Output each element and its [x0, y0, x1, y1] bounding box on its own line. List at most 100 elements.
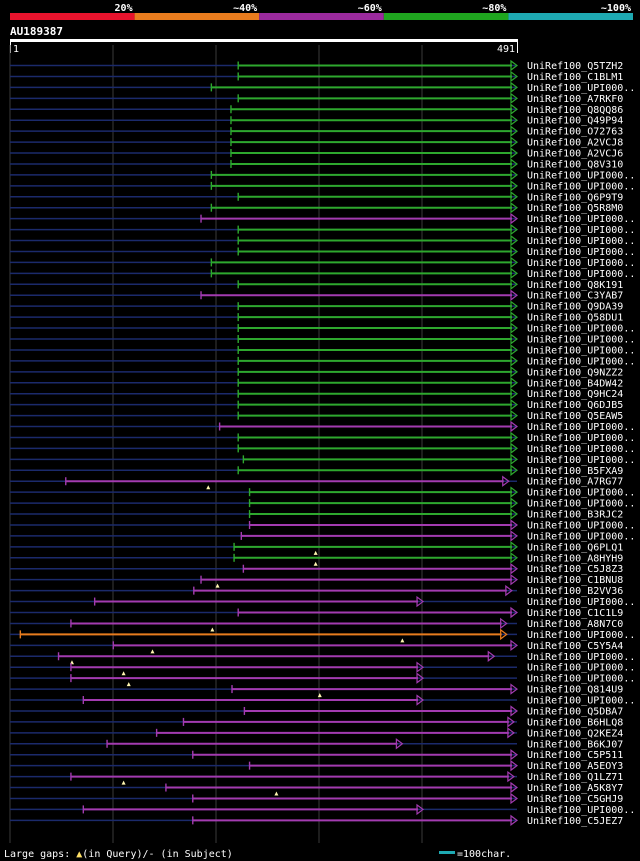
- hit-row[interactable]: UniRef100_UPI000..: [10, 355, 635, 367]
- hit-row[interactable]: UniRef100_UPI000..: [10, 803, 635, 816]
- hit-row[interactable]: UniRef100_UPI000..: [10, 453, 635, 466]
- hit-label[interactable]: UniRef100_UPI000..: [527, 455, 635, 466]
- hit-label[interactable]: UniRef100_UPI000..: [527, 335, 635, 346]
- hit-row[interactable]: UniRef100_Q49P94: [10, 114, 623, 127]
- hit-label[interactable]: UniRef100_Q5EAW5: [527, 411, 623, 422]
- hit-row[interactable]: UniRef100_UPI000..: [10, 267, 635, 280]
- hit-row[interactable]: UniRef100_UPI000..: [10, 256, 635, 269]
- hit-row[interactable]: UniRef100_UPI000..: [10, 81, 635, 94]
- hit-label[interactable]: UniRef100_A5K8Y7: [527, 783, 623, 794]
- hit-row[interactable]: UniRef100_UPI000..: [10, 694, 635, 707]
- hit-row[interactable]: UniRef100_UPI000..: [10, 628, 635, 643]
- hit-row[interactable]: UniRef100_Q8V310: [10, 158, 623, 170]
- hit-row[interactable]: UniRef100_C5J8Z3: [10, 563, 623, 575]
- hit-label[interactable]: UniRef100_Q9HC24: [527, 389, 623, 400]
- hit-label[interactable]: UniRef100_UPI000..: [527, 258, 635, 269]
- hit-label[interactable]: UniRef100_UPI000..: [527, 674, 635, 685]
- hit-row[interactable]: UniRef100_A2VCJ6: [10, 147, 623, 160]
- hit-label[interactable]: UniRef100_C1C1L9: [527, 608, 623, 619]
- hit-label[interactable]: UniRef100_UPI000..: [527, 499, 635, 510]
- hit-row[interactable]: UniRef100_Q5R8M0: [10, 202, 623, 214]
- hit-label[interactable]: UniRef100_B4DW42: [527, 378, 623, 389]
- hit-row[interactable]: UniRef100_B5FXA9: [10, 464, 623, 477]
- hit-row[interactable]: UniRef100_Q5DBA7: [10, 705, 623, 717]
- hit-row[interactable]: UniRef100_C3YAB7: [10, 289, 623, 302]
- hit-label[interactable]: UniRef100_C1BNU8: [527, 575, 623, 586]
- hit-row[interactable]: UniRef100_A5EOY3: [10, 759, 623, 772]
- hit-row[interactable]: UniRef100_Q6PLQ1: [10, 541, 623, 555]
- hit-label[interactable]: UniRef100_B3RJC2: [527, 510, 623, 521]
- hit-label[interactable]: UniRef100_UPI000..: [527, 269, 635, 280]
- hit-label[interactable]: UniRef100_UPI000..: [527, 225, 635, 236]
- hit-row[interactable]: UniRef100_UPI000..: [10, 595, 635, 608]
- hit-label[interactable]: UniRef100_Q8K191: [527, 280, 623, 291]
- hit-label[interactable]: UniRef100_Q5R8M0: [527, 203, 623, 214]
- hit-label[interactable]: UniRef100_Q5DBA7: [527, 706, 623, 717]
- hit-row[interactable]: UniRef100_Q2KEZ4: [10, 727, 623, 739]
- hit-label[interactable]: UniRef100_C5J8Z3: [527, 564, 623, 575]
- hit-row[interactable]: UniRef100_UPI000..: [10, 234, 635, 247]
- hit-label[interactable]: UniRef100_Q2KEZ4: [527, 728, 623, 739]
- hit-row[interactable]: UniRef100_Q9DA39: [10, 300, 623, 313]
- hit-label[interactable]: UniRef100_C5GHJ9: [527, 794, 623, 805]
- hit-label[interactable]: UniRef100_UPI000..: [527, 663, 635, 674]
- hit-label[interactable]: UniRef100_Q814U9: [527, 685, 623, 696]
- hit-row[interactable]: UniRef100_A7RKF0: [10, 92, 623, 105]
- hit-row[interactable]: UniRef100_UPI000..: [10, 519, 635, 531]
- hit-row[interactable]: UniRef100_UPI000..: [10, 333, 635, 346]
- hit-row[interactable]: UniRef100_A7RG77: [10, 475, 623, 490]
- hit-row[interactable]: UniRef100_Q5TZH2: [10, 59, 623, 72]
- hit-row[interactable]: UniRef100_Q6DJB5: [10, 398, 623, 411]
- hit-label[interactable]: UniRef100_Q6DJB5: [527, 400, 623, 411]
- hit-row[interactable]: UniRef100_B2VV36: [10, 584, 623, 597]
- hit-label[interactable]: UniRef100_A2VCJ8: [527, 138, 623, 149]
- hit-row[interactable]: UniRef100_UPI000..: [10, 212, 635, 225]
- hit-label[interactable]: UniRef100_C5Y5A4: [527, 641, 623, 652]
- hit-label[interactable]: UniRef100_UPI000..: [527, 422, 635, 433]
- hit-label[interactable]: UniRef100_UPI000..: [527, 345, 635, 356]
- hit-label[interactable]: UniRef100_UPI000..: [527, 520, 635, 531]
- hit-row[interactable]: UniRef100_B3RJC2: [10, 508, 623, 521]
- hit-row[interactable]: UniRef100_Q1LZ71: [10, 770, 623, 785]
- hit-label[interactable]: UniRef100_Q9DA39: [527, 302, 623, 313]
- hit-label[interactable]: UniRef100_A7RKF0: [527, 94, 623, 105]
- hit-label[interactable]: UniRef100_B6KJ07: [527, 739, 623, 750]
- hit-label[interactable]: UniRef100_Q6P9T9: [527, 192, 623, 203]
- hit-label[interactable]: UniRef100_Q9NZZ2: [527, 367, 623, 378]
- hit-label[interactable]: UniRef100_UPI000..: [527, 444, 635, 455]
- hit-label[interactable]: UniRef100_C5P511: [527, 750, 623, 761]
- hit-row[interactable]: UniRef100_Q5EAW5: [10, 409, 623, 422]
- hit-row[interactable]: UniRef100_UPI000..: [10, 223, 635, 236]
- hit-row[interactable]: UniRef100_UPI000..: [10, 420, 635, 433]
- hit-row[interactable]: UniRef100_UPI000..: [10, 245, 635, 258]
- hit-label[interactable]: UniRef100_UPI000..: [527, 805, 635, 816]
- hit-label[interactable]: UniRef100_C1BLM1: [527, 72, 623, 83]
- hit-row[interactable]: UniRef100_UPI000..: [10, 169, 635, 181]
- hit-label[interactable]: UniRef100_UPI000..: [527, 236, 635, 247]
- hit-label[interactable]: UniRef100_UPI000..: [527, 597, 635, 608]
- hit-row[interactable]: UniRef100_A8HYH9: [10, 552, 623, 566]
- hit-row[interactable]: UniRef100_Q6P9T9: [10, 191, 623, 203]
- hit-label[interactable]: UniRef100_Q5TZH2: [527, 61, 623, 72]
- hit-label[interactable]: UniRef100_UPI000..: [527, 83, 635, 94]
- hit-label[interactable]: UniRef100_UPI000..: [527, 488, 635, 499]
- hit-row[interactable]: UniRef100_UPI000..: [10, 486, 635, 499]
- hit-label[interactable]: UniRef100_Q8V310: [527, 159, 623, 170]
- hit-row[interactable]: UniRef100_Q58DU1: [10, 311, 623, 324]
- hit-row[interactable]: UniRef100_C5Y5A4: [10, 639, 623, 654]
- hit-label[interactable]: UniRef100_O72763: [527, 127, 623, 138]
- hit-row[interactable]: UniRef100_C5P511: [10, 749, 623, 761]
- hit-row[interactable]: UniRef100_B4DW42: [10, 377, 623, 389]
- hit-label[interactable]: UniRef100_UPI000..: [527, 630, 635, 641]
- hit-label[interactable]: UniRef100_A8N7C0: [527, 619, 623, 630]
- hit-row[interactable]: UniRef100_Q9HC24: [10, 388, 623, 400]
- hit-label[interactable]: UniRef100_A7RG77: [527, 477, 623, 488]
- hit-label[interactable]: UniRef100_Q8QQ86: [527, 105, 623, 116]
- hit-row[interactable]: UniRef100_UPI000..: [10, 672, 635, 687]
- hit-row[interactable]: UniRef100_C1BLM1: [10, 70, 623, 83]
- hit-label[interactable]: UniRef100_C3YAB7: [527, 291, 623, 302]
- hit-row[interactable]: UniRef100_O72763: [10, 125, 623, 138]
- hit-label[interactable]: UniRef100_B5FXA9: [527, 466, 623, 477]
- hit-row[interactable]: UniRef100_B6KJ07: [10, 738, 623, 750]
- hit-row[interactable]: UniRef100_UPI000..: [10, 650, 635, 665]
